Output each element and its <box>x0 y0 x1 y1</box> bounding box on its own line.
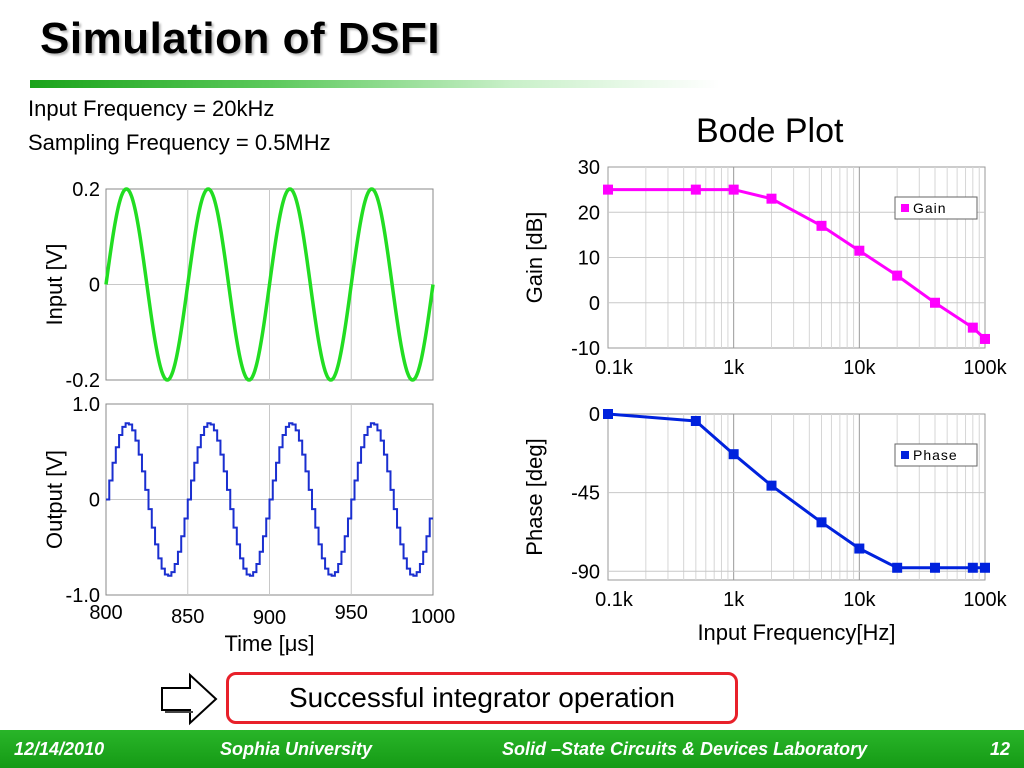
x-tick-label: 0.1k <box>595 357 634 379</box>
x-tick-label: 1000 <box>411 606 456 628</box>
y-tick-label: -10 <box>571 338 600 360</box>
x-tick-label: 850 <box>171 606 204 628</box>
waveform-line <box>106 422 433 577</box>
y-axis-label: Gain [dB] <box>522 212 547 304</box>
series-line <box>607 412 985 570</box>
footer-lab: Solid –State Circuits & Devices Laborato… <box>502 739 868 759</box>
arrow-icon <box>161 672 218 726</box>
y-tick-label: 0 <box>89 490 100 512</box>
data-point-marker <box>603 184 613 195</box>
x-tick-label: 0.1k <box>595 589 634 611</box>
y-tick-label: 0 <box>589 404 600 426</box>
y-tick-label: 20 <box>578 202 600 224</box>
x-tick-label: 950 <box>335 602 368 624</box>
legend-box <box>894 196 978 220</box>
data-point-marker <box>603 409 613 419</box>
x-tick-label: 800 <box>89 602 122 624</box>
bode-plot-title: Bode Plot <box>696 112 844 150</box>
data-point-marker <box>980 562 990 573</box>
plot-frame <box>607 413 986 581</box>
slide-title: Simulation of DSFI <box>40 14 441 63</box>
data-point-marker <box>728 184 739 195</box>
data-point-marker <box>854 543 865 554</box>
y-axis-label: Output [V] <box>42 450 67 549</box>
legend-label: Phase <box>913 447 958 463</box>
footer-university: Sophia University <box>220 739 373 759</box>
x-tick-label: 1k <box>723 589 745 611</box>
x-tick-label: 100k <box>963 357 1007 379</box>
data-point-marker <box>728 449 739 460</box>
series-line <box>608 188 987 341</box>
footer-page-number: 12 <box>990 739 1011 759</box>
y-tick-label: 1.0 <box>72 394 100 416</box>
data-point-marker <box>980 333 990 344</box>
y-tick-label: 0 <box>89 275 100 297</box>
data-point-marker <box>816 220 827 231</box>
x-tick-label: 10k <box>843 357 876 379</box>
callout-box: Successful integrator operation <box>226 672 738 724</box>
y-tick-label: -45 <box>571 483 600 505</box>
input-frequency-text: Input Frequency = 20kHz <box>28 96 275 121</box>
sampling-frequency-text: Sampling Frequency = 0.5MHz <box>28 130 331 155</box>
y-tick-label: 0.2 <box>72 179 100 201</box>
legend-marker <box>901 204 909 212</box>
legend-marker <box>901 451 909 459</box>
waveform-line <box>104 187 435 382</box>
y-axis-label: Input [V] <box>42 244 67 326</box>
data-point-marker <box>967 322 978 333</box>
y-tick-label: 30 <box>578 157 600 179</box>
y-tick-label: -1.0 <box>66 585 100 607</box>
data-point-marker <box>690 184 701 195</box>
callout-text: Successful integrator operation <box>289 682 675 713</box>
y-tick-label: 10 <box>578 248 600 270</box>
data-point-marker <box>892 270 903 281</box>
x-tick-label: 900 <box>253 607 286 629</box>
x-tick-label: 100k <box>963 589 1007 611</box>
footer-bar: 12/14/2010 Sophia University Solid –Stat… <box>0 730 1024 768</box>
data-point-marker <box>854 245 865 256</box>
footer-date: 12/14/2010 <box>14 739 105 759</box>
y-axis-label: Phase [deg] <box>522 438 547 555</box>
data-point-marker <box>967 562 978 573</box>
data-point-marker <box>690 415 701 426</box>
data-point-marker <box>929 562 940 573</box>
legend-box <box>894 443 978 467</box>
x-axis-label: Input Frequency[Hz] <box>697 620 895 645</box>
legend-label: Gain <box>913 200 947 216</box>
x-tick-label: 10k <box>843 589 876 611</box>
data-point-marker <box>766 480 777 491</box>
y-tick-label: -0.2 <box>66 370 100 392</box>
data-point-marker <box>816 517 827 528</box>
x-tick-label: 1k <box>723 357 745 379</box>
title-underline <box>30 80 720 88</box>
data-point-marker <box>929 297 940 308</box>
data-point-marker <box>766 193 777 204</box>
data-point-marker <box>892 562 903 573</box>
x-axis-label: Time [μs] <box>224 631 314 656</box>
y-tick-label: 0 <box>589 293 600 315</box>
y-tick-label: -90 <box>571 561 600 583</box>
